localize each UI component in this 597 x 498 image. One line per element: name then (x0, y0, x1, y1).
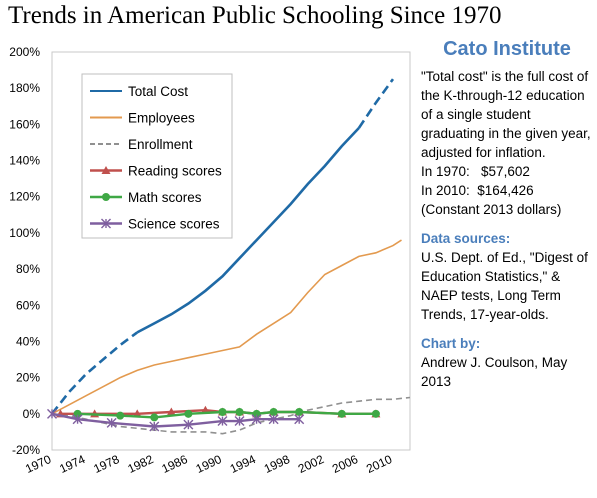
series-line-dashed-end (357, 78, 395, 129)
series-group (47, 78, 411, 435)
series-total-cost (50, 78, 395, 415)
legend-item: Employees (90, 111, 195, 126)
legend-item: Enrollment (90, 137, 193, 152)
constant-dollars-note: (Constant 2013 dollars) (421, 202, 562, 217)
chart-title: Trends in American Public Schooling Sinc… (8, 2, 502, 29)
legend-label: Reading scores (128, 164, 222, 179)
legend-label: Total Cost (128, 84, 188, 99)
x-tick-label: 2002 (296, 452, 326, 476)
x-tick-label: 1978 (91, 452, 121, 476)
data-point (73, 409, 82, 418)
legend-item: Reading scores (90, 164, 222, 179)
y-tick-label: 200% (9, 45, 40, 59)
cost-2010: In 2010: $164,426 (421, 183, 534, 198)
y-tick-label: 20% (16, 371, 40, 385)
x-tick-label: 1974 (57, 452, 87, 476)
data-point (166, 407, 176, 416)
chart-by-text: Andrew J. Coulson, May 2013 (421, 355, 568, 389)
series-line (136, 127, 360, 334)
y-tick-label: -20% (12, 443, 40, 457)
chart-by-header: Chart by: (421, 336, 481, 351)
y-tick-label: 100% (9, 226, 40, 240)
data-point (116, 411, 125, 420)
cost-1970: In 1970: $57,602 (421, 164, 530, 179)
legend-label: Employees (128, 111, 195, 126)
series-science-scores (47, 408, 305, 432)
x-tick-label: 1982 (125, 452, 155, 476)
legend-item: Science scores (90, 217, 220, 232)
x-tick-label: 2010 (364, 452, 394, 476)
y-tick-label: 140% (9, 154, 40, 168)
data-point (72, 414, 83, 425)
series-line-dashed-start (50, 331, 138, 415)
legend-marker (102, 193, 110, 201)
series-employees (51, 239, 402, 415)
data-point (184, 409, 193, 418)
x-tick-label: 2006 (330, 452, 360, 476)
y-tick-label: 60% (16, 298, 40, 312)
side-panel: Cato Institute "Total cost" is the full … (421, 38, 593, 391)
series-math-scores (73, 408, 380, 422)
data-point (183, 419, 194, 430)
data-point (150, 413, 159, 422)
legend-label: Science scores (128, 217, 220, 232)
legend-marker (101, 218, 111, 229)
plot-area-border (51, 51, 411, 451)
x-tick-label: 1990 (194, 452, 224, 476)
legend-item: Total Cost (90, 84, 188, 99)
data-point (268, 414, 279, 425)
cost-description: "Total cost" is the full cost of the K-t… (421, 69, 591, 160)
data-point (149, 421, 160, 432)
brand-name: Cato Institute (443, 38, 571, 60)
sources-text: U.S. Dept. of Ed., "Digest of Education … (421, 250, 588, 322)
y-tick-label: 180% (9, 81, 40, 95)
x-tick-label: 1994 (228, 452, 258, 476)
data-point (217, 416, 228, 427)
y-tick-label: 40% (16, 334, 40, 348)
data-point (235, 408, 244, 417)
legend-label: Math scores (128, 190, 202, 205)
series-line (51, 412, 300, 428)
data-point (269, 408, 278, 417)
data-point (234, 416, 245, 427)
data-point (371, 409, 380, 418)
data-point (47, 408, 57, 419)
y-tick-label: 80% (16, 262, 40, 276)
sources-header: Data sources: (421, 231, 511, 246)
x-tick-label: 1986 (160, 452, 190, 476)
data-point (106, 417, 117, 428)
data-point (252, 409, 261, 418)
x-tick-label: 1998 (262, 452, 292, 476)
legend-marker (101, 166, 111, 174)
data-point (295, 408, 304, 417)
axes-group: -20% 0% 20% 40% 60% 80% 100% 120% 140% 160% 180% 20… (9, 45, 411, 476)
legend: Total Cost Employees Enrollment Reading sco… (81, 73, 233, 239)
legend-item: Math scores (90, 190, 202, 205)
data-point (251, 414, 262, 425)
y-tick-label: 0% (23, 407, 41, 421)
y-tick-label: 120% (9, 190, 40, 204)
legend-box (81, 73, 233, 239)
legend-label: Enrollment (128, 137, 193, 152)
y-tick-label: 160% (9, 117, 40, 131)
data-point (337, 409, 346, 418)
data-point (294, 414, 305, 425)
series-line (51, 239, 402, 415)
data-point (218, 408, 227, 417)
